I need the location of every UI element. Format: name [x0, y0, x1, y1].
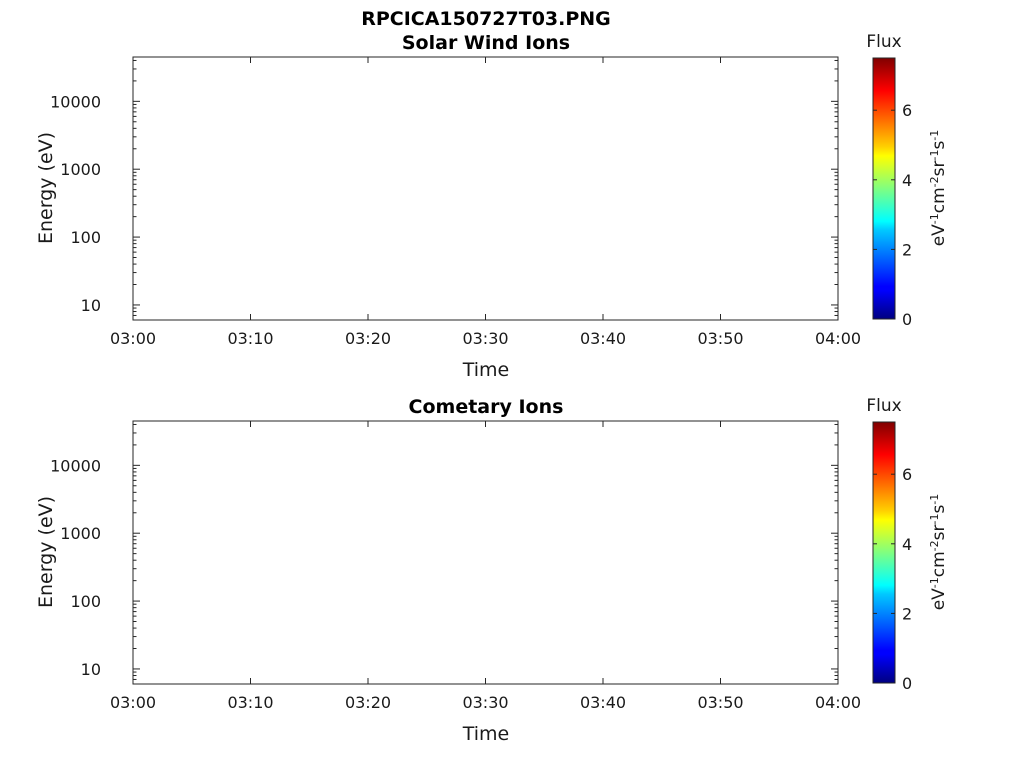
- figure-title: RPCICA150727T03.PNG: [361, 8, 611, 30]
- panel-title: Solar Wind Ions: [402, 32, 570, 54]
- panel-solar-wind-ions: Solar Wind Ions 03:00 03:10 03:20 03:30 03:4…: [35, 32, 949, 381]
